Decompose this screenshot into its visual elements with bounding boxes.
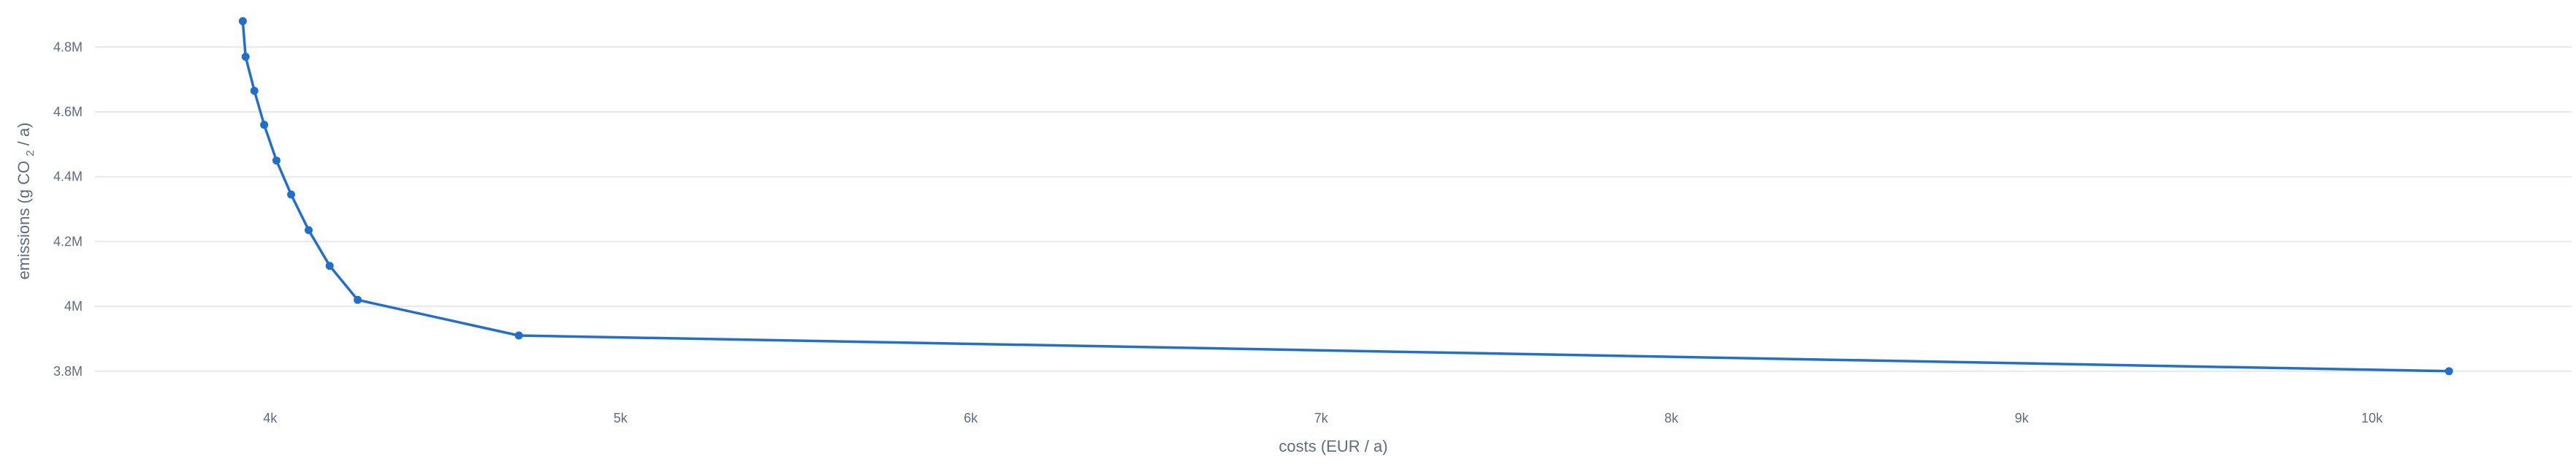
data-point[interactable] xyxy=(260,121,269,129)
grid-lines xyxy=(95,46,2572,372)
x-tick-label: 10k xyxy=(2361,411,2383,425)
x-tick-label: 9k xyxy=(2015,411,2030,425)
data-point[interactable] xyxy=(514,331,523,340)
y-tick-labels: 3.8M 4M 4.2M 4.4M 4.6M 4.8M xyxy=(53,39,83,378)
series-line xyxy=(241,20,2450,373)
y-tick-label: 4.2M xyxy=(53,234,83,249)
x-tick-label: 8k xyxy=(1664,411,1679,425)
series-layer xyxy=(238,17,2453,376)
y-axis-title-subscript: 2 xyxy=(24,150,37,156)
x-tick-label: 7k xyxy=(1314,411,1329,425)
data-point[interactable] xyxy=(238,17,247,26)
y-tick-label: 4.6M xyxy=(53,105,83,119)
data-point[interactable] xyxy=(287,190,296,199)
y-tick-label: 4.4M xyxy=(53,170,83,184)
data-point[interactable] xyxy=(272,156,281,165)
y-axis-title-suffix: / a) xyxy=(15,123,33,146)
data-point[interactable] xyxy=(304,226,313,235)
data-point[interactable] xyxy=(250,86,259,95)
y-tick-label: 4M xyxy=(64,299,83,314)
y-axis-title-prefix: emissions (g CO xyxy=(15,161,33,280)
y-axis-title: emissions (g CO 2 / a) xyxy=(15,123,37,280)
x-tick-labels: 4k 5k 6k 7k 8k 9k 10k xyxy=(263,411,2383,425)
data-point[interactable] xyxy=(325,262,334,270)
data-point[interactable] xyxy=(2444,367,2453,376)
data-point[interactable] xyxy=(354,295,362,304)
x-tick-label: 5k xyxy=(614,411,628,425)
data-point[interactable] xyxy=(241,53,250,61)
x-axis-title: costs (EUR / a) xyxy=(1279,437,1387,455)
x-tick-label: 6k xyxy=(964,411,978,425)
y-tick-label: 3.8M xyxy=(53,364,83,379)
y-tick-label: 4.8M xyxy=(53,39,83,54)
x-tick-label: 4k xyxy=(263,411,278,425)
